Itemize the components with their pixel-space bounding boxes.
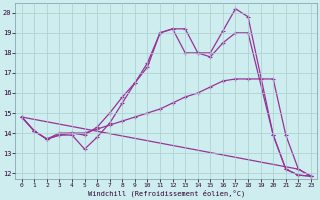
X-axis label: Windchill (Refroidissement éolien,°C): Windchill (Refroidissement éolien,°C) (88, 190, 245, 197)
